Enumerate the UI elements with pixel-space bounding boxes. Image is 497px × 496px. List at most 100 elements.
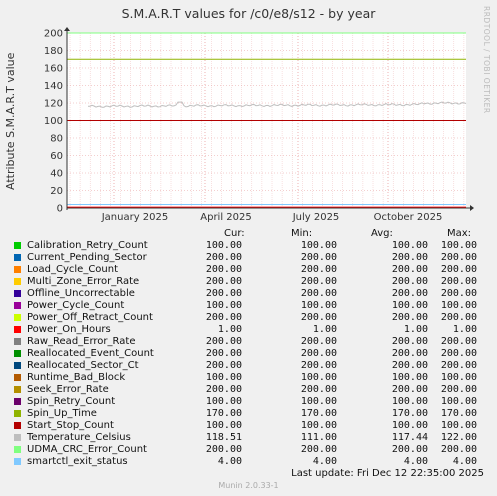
legend-avg-value: 4.00 — [403, 456, 428, 467]
legend-cur-value: 200.00 — [205, 444, 242, 455]
legend-max-value: 200.00 — [440, 360, 477, 371]
munin-version: Munin 2.0.33-1 — [218, 481, 279, 490]
legend-min-value: 200.00 — [300, 360, 337, 371]
legend-min-value: 1.00 — [312, 324, 337, 335]
legend-max-value: 100.00 — [440, 372, 477, 383]
legend-avg-value: 200.00 — [391, 336, 428, 347]
legend-min-value: 200.00 — [300, 252, 337, 263]
legend-min-value: 100.00 — [300, 372, 337, 383]
y-tick-label: 0 — [57, 204, 63, 215]
legend-cur-value: 200.00 — [205, 288, 242, 299]
legend-avg-value: 100.00 — [391, 300, 428, 311]
legend-min-value: 200.00 — [300, 348, 337, 359]
legend-row: UDMA_CRC_Error_Count 200.00 200.00 200.00 20… — [0, 444, 497, 456]
y-axis-arrow — [64, 27, 70, 31]
legend-series-name: Spin_Up_Time — [27, 408, 97, 419]
y-tick-label: 200 — [44, 29, 63, 40]
y-tick-label: 100 — [44, 116, 63, 127]
legend-swatch — [14, 290, 21, 297]
legend-series-name: Spin_Retry_Count — [27, 396, 116, 407]
y-tick-label: 80 — [50, 134, 63, 145]
legend-min-value: 100.00 — [300, 396, 337, 407]
legend-row: Runtime_Bad_Block 100.00 100.00 100.00 100.0… — [0, 372, 497, 384]
legend-cur-value: 100.00 — [205, 420, 242, 431]
legend-series-name: Power_Cycle_Count — [27, 300, 125, 311]
legend-cur-value: 100.00 — [205, 240, 242, 251]
legend-row: Power_Cycle_Count 100.00 100.00 100.00 100.0… — [0, 300, 497, 312]
legend-header-min: Min: — [291, 228, 313, 239]
legend-min-value: 100.00 — [300, 300, 337, 311]
legend-row: Reallocated_Event_Count 200.00 200.00 200.0… — [0, 348, 497, 360]
legend-avg-value: 200.00 — [391, 360, 428, 371]
legend-cur-value: 200.00 — [205, 336, 242, 347]
legend-avg-value: 170.00 — [391, 408, 428, 419]
legend-series-name: Calibration_Retry_Count — [27, 240, 148, 251]
legend-series-name: Load_Cycle_Count — [27, 264, 119, 275]
legend-avg-value: 200.00 — [391, 276, 428, 287]
legend-swatch — [14, 254, 21, 261]
legend-row: Multi_Zone_Error_Rate 200.00 200.00 200.00 2… — [0, 276, 497, 288]
legend-series-name: Reallocated_Sector_Ct — [27, 360, 139, 371]
legend-swatch — [14, 326, 21, 333]
legend-min-value: 200.00 — [300, 264, 337, 275]
legend-cur-value: 200.00 — [205, 276, 242, 287]
legend-row: Spin_Retry_Count 100.00 100.00 100.00 100.00 — [0, 396, 497, 408]
legend-series-name: Raw_Read_Error_Rate — [27, 336, 136, 347]
legend-avg-value: 200.00 — [391, 384, 428, 395]
legend-header: Cur: Min: Avg: Max: — [0, 228, 497, 240]
legend-row: Offline_Uncorrectable 200.00 200.00 200.00 2… — [0, 288, 497, 300]
legend-min-value: 100.00 — [300, 240, 337, 251]
legend-row: Power_Off_Retract_Count 200.00 200.00 200.0… — [0, 312, 497, 324]
legend-min-value: 200.00 — [300, 444, 337, 455]
legend-cur-value: 118.51 — [205, 432, 242, 443]
legend-max-value: 200.00 — [440, 264, 477, 275]
legend-min-value: 111.00 — [300, 432, 337, 443]
legend-min-value: 200.00 — [300, 312, 337, 323]
x-tick-label: July 2025 — [292, 212, 340, 223]
legend-min-value: 200.00 — [300, 384, 337, 395]
y-tick-label: 20 — [50, 186, 63, 197]
legend-max-value: 170.00 — [440, 408, 477, 419]
legend-series-name: Multi_Zone_Error_Rate — [27, 276, 140, 287]
y-tick-label: 140 — [44, 81, 63, 92]
legend-series-name: Power_On_Hours — [27, 324, 111, 335]
legend-max-value: 200.00 — [440, 276, 477, 287]
legend-row: Load_Cycle_Count 200.00 200.00 200.00 200.00 — [0, 264, 497, 276]
x-tick-label: January 2025 — [101, 212, 169, 223]
legend-max-value: 100.00 — [440, 420, 477, 431]
legend-max-value: 100.00 — [440, 240, 477, 251]
legend-max-value: 200.00 — [440, 348, 477, 359]
legend-cur-value: 200.00 — [205, 312, 242, 323]
y-tick-label: 120 — [44, 99, 63, 110]
legend-max-value: 100.00 — [440, 396, 477, 407]
legend-swatch — [14, 278, 21, 285]
legend-cur-value: 100.00 — [205, 300, 242, 311]
legend-header-max: Max: — [447, 228, 472, 239]
legend-avg-value: 100.00 — [391, 420, 428, 431]
legend-row: Power_On_Hours 1.00 1.00 1.00 1.00 — [0, 324, 497, 336]
legend-swatch — [14, 410, 21, 417]
legend-cur-value: 200.00 — [205, 264, 242, 275]
legend-series-name: Runtime_Bad_Block — [27, 372, 126, 383]
legend-min-value: 4.00 — [312, 456, 337, 467]
legend-series-name: UDMA_CRC_Error_Count — [27, 444, 147, 455]
legend-swatch — [14, 266, 21, 273]
legend-avg-value: 100.00 — [391, 396, 428, 407]
legend-max-value: 122.00 — [440, 432, 477, 443]
legend-swatch — [14, 458, 21, 465]
legend-swatch — [14, 446, 21, 453]
legend-series-name: Reallocated_Event_Count — [27, 348, 154, 359]
legend-row: Current_Pending_Sector 200.00 200.00 200.00… — [0, 252, 497, 264]
legend-cur-value: 200.00 — [205, 348, 242, 359]
legend-row: Spin_Up_Time 170.00 170.00 170.00 170.00 — [0, 408, 497, 420]
legend-max-value: 200.00 — [440, 444, 477, 455]
legend-avg-value: 200.00 — [391, 312, 428, 323]
legend-row: smartctl_exit_status 4.00 4.00 4.00 4.00 — [0, 456, 497, 468]
y-tick-label: 60 — [50, 151, 63, 162]
legend-series-name: smartctl_exit_status — [27, 456, 128, 467]
legend-max-value: 200.00 — [440, 288, 477, 299]
legend-swatch — [14, 422, 21, 429]
legend-series-name: Start_Stop_Count — [27, 420, 114, 431]
legend-cur-value: 200.00 — [205, 360, 242, 371]
legend-swatch — [14, 362, 21, 369]
